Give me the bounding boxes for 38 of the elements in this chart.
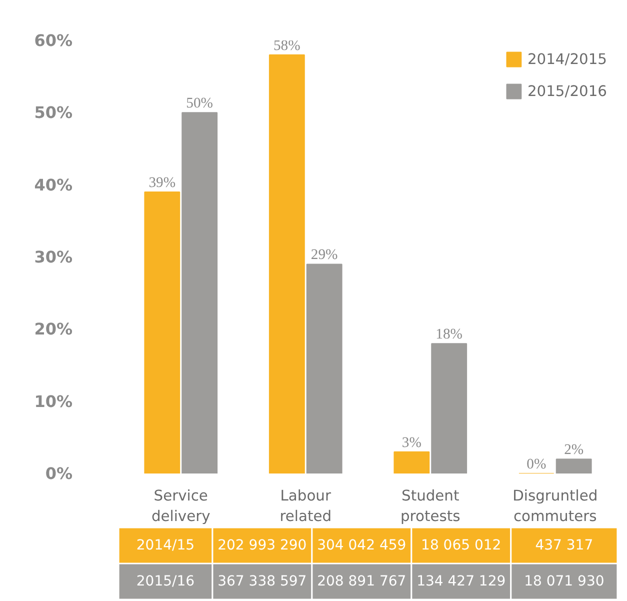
- bar: [556, 458, 592, 474]
- text: 18 071 930: [524, 574, 604, 590]
- text: 2014/15: [136, 538, 195, 554]
- text: 2015/16: [136, 574, 195, 590]
- x-tick-label: Service delivery: [151, 488, 211, 525]
- x-tick-label: Disgruntled commuters: [512, 488, 598, 525]
- y-tick-label: 30%: [34, 248, 72, 266]
- text: 208 891 767: [317, 574, 406, 590]
- data-label: 39%: [148, 175, 176, 192]
- data-label: 58%: [273, 38, 300, 54]
- x-tick-label: Labour related: [280, 488, 332, 525]
- bar: [268, 54, 305, 474]
- data-label: 3%: [402, 434, 422, 451]
- text: 18 065 012: [421, 538, 502, 554]
- bar: [431, 343, 468, 474]
- text: 367 338 597: [218, 574, 307, 590]
- y-tick-label: 0%: [45, 464, 73, 483]
- y-tick-label: 20%: [34, 320, 72, 339]
- data-label: 2%: [564, 442, 584, 458]
- text: 134 427 129: [416, 574, 506, 590]
- text: 437 317: [535, 538, 594, 554]
- data-label: 18%: [436, 326, 463, 343]
- text: 304 042 459: [317, 538, 406, 554]
- bar: [306, 264, 342, 474]
- y-tick-label: 60%: [34, 31, 72, 50]
- text: 202 993 290: [218, 538, 307, 554]
- data-label: 29%: [310, 247, 338, 264]
- y-tick-label: 40%: [34, 175, 72, 194]
- data-label: 0%: [526, 456, 546, 472]
- legend-label: 2014/2015: [527, 50, 607, 68]
- y-tick-label: 10%: [34, 392, 72, 411]
- bar: [182, 112, 218, 474]
- data-label: 50%: [186, 96, 214, 112]
- bar: [394, 451, 430, 474]
- x-tick-label: Student protests: [400, 488, 460, 525]
- y-tick-label: 50%: [34, 103, 72, 122]
- bar: [144, 192, 180, 474]
- legend-label: 2015/2016: [527, 82, 607, 100]
